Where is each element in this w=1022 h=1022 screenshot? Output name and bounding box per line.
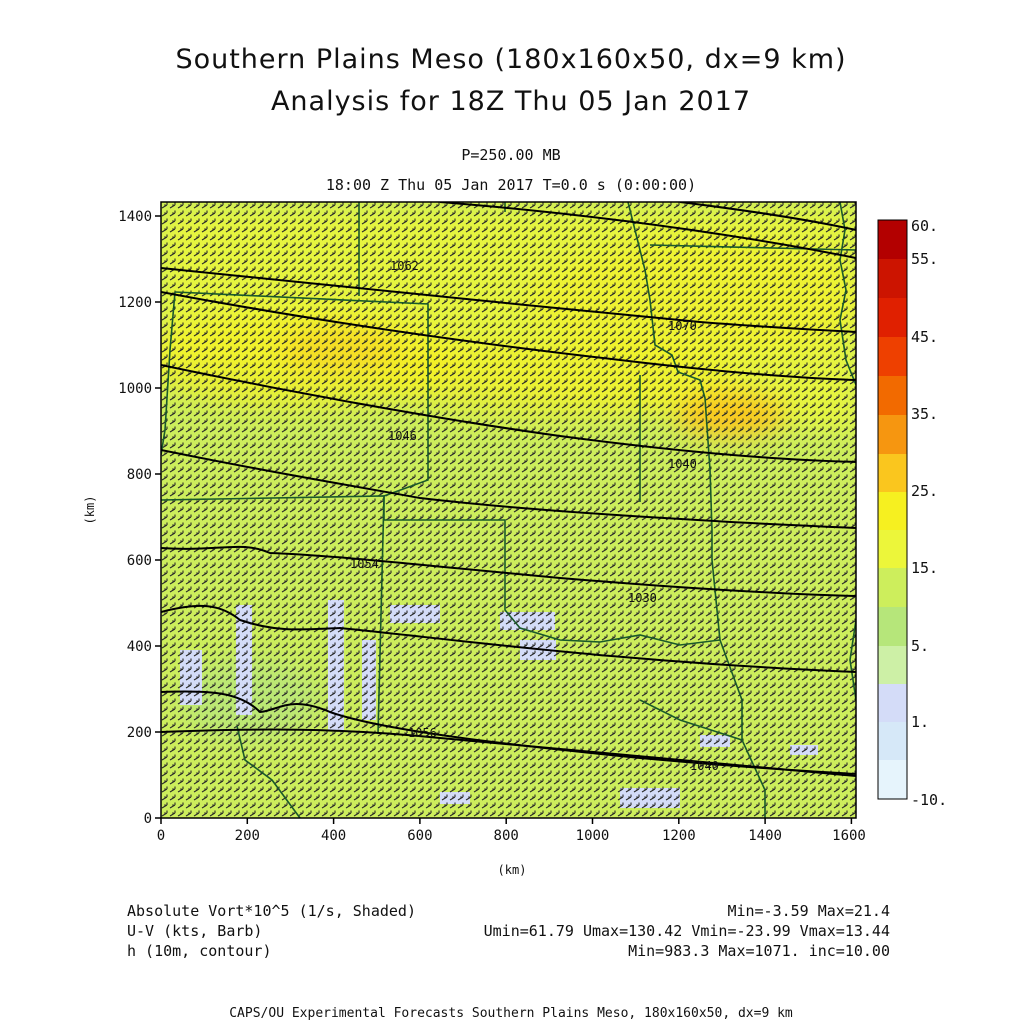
y-tick-label: 1000 xyxy=(118,381,152,397)
height-contours xyxy=(161,202,856,777)
colorbar xyxy=(877,219,908,800)
y-tick-label: 400 xyxy=(127,639,152,655)
x-tick-label: 1200 xyxy=(662,828,696,844)
x-tick-label: 1000 xyxy=(576,828,610,844)
valid-time: 18:00 Z Thu 05 Jan 2017 T=0.0 s (0:00:00… xyxy=(325,176,697,194)
colorbar-label: -10. xyxy=(911,791,947,809)
pressure-level: P=250.00 MB xyxy=(461,146,561,164)
footer-credit: CAPS/OU Experimental Forecasts Southern … xyxy=(229,1006,793,1021)
y-tick-marks xyxy=(155,215,161,819)
contour-label: 1040 xyxy=(668,457,697,471)
x-tick-label: 1400 xyxy=(748,828,782,844)
contour-label: 1054 xyxy=(350,557,379,571)
map-subtitle: Analysis for 18Z Thu 05 Jan 2017 xyxy=(270,86,752,117)
field1-stats: Min=-3.59 Max=21.4 xyxy=(727,902,890,920)
colorbar-label: 60. xyxy=(911,217,938,235)
y-tick-label: 1200 xyxy=(118,295,152,311)
x-tick-label: 400 xyxy=(321,828,346,844)
y-tick-label: 800 xyxy=(127,467,152,483)
contour-label: 1030 xyxy=(628,591,657,605)
y-tick-label: 600 xyxy=(127,553,152,569)
plot-area: 1062 1070 1046 1040 1054 1030 1056 1040 xyxy=(161,202,856,818)
y-tick-label: 1400 xyxy=(118,209,152,225)
x-axis-label: (km) xyxy=(498,863,527,877)
contour-label-group: 1062 1070 1046 1040 1054 1030 1056 1040 xyxy=(350,259,719,773)
contour-label: 1040 xyxy=(690,759,719,773)
colorbar-label: 45. xyxy=(911,328,938,346)
colorbar-labels: 60. 55. 45. 35. 25. 15. 5. 1. -10. xyxy=(911,217,947,809)
field1-name: Absolute Vort*10^5 (1/s, Shaded) xyxy=(127,902,416,920)
field3-name: h (10m, contour) xyxy=(127,942,272,960)
y-axis-label: (km) xyxy=(83,496,97,525)
colorbar-label: 1. xyxy=(911,713,929,731)
x-tick-label: 1600 xyxy=(832,828,866,844)
x-tick-label: 600 xyxy=(407,828,432,844)
x-tick-label: 200 xyxy=(235,828,260,844)
colorbar-label: 25. xyxy=(911,482,938,500)
field2-name: U-V (kts, Barb) xyxy=(127,922,263,940)
colorbar-label: 35. xyxy=(911,405,938,423)
plot-frame xyxy=(160,201,857,819)
colorbar-label: 55. xyxy=(911,250,938,268)
colorbar-label: 5. xyxy=(911,637,929,655)
x-tick-label: 800 xyxy=(494,828,519,844)
contour-label: 1046 xyxy=(388,429,417,443)
y-tick-label: 0 xyxy=(144,811,152,827)
y-tick-label: 200 xyxy=(127,725,152,741)
y-tick-labels: 0 200 400 600 800 1000 1200 1400 xyxy=(118,209,152,827)
state-borders xyxy=(161,202,856,818)
map-title: Southern Plains Meso (180x160x50, dx=9 k… xyxy=(175,44,847,75)
x-tick-label: 0 xyxy=(157,828,165,844)
colorbar-label: 15. xyxy=(911,559,938,577)
field3-stats: Min=983.3 Max=1071. inc=10.00 xyxy=(628,942,890,960)
field2-stats: Umin=61.79 Umax=130.42 Vmin=-23.99 Vmax=… xyxy=(483,922,890,940)
contour-label: 1056 xyxy=(408,726,437,740)
wind-barbs xyxy=(161,202,856,818)
contour-label: 1062 xyxy=(390,259,419,273)
x-tick-labels: 0 200 400 600 800 1000 1200 1400 1600 xyxy=(157,828,866,844)
x-tick-marks xyxy=(160,818,853,824)
contour-label: 1070 xyxy=(668,319,697,333)
